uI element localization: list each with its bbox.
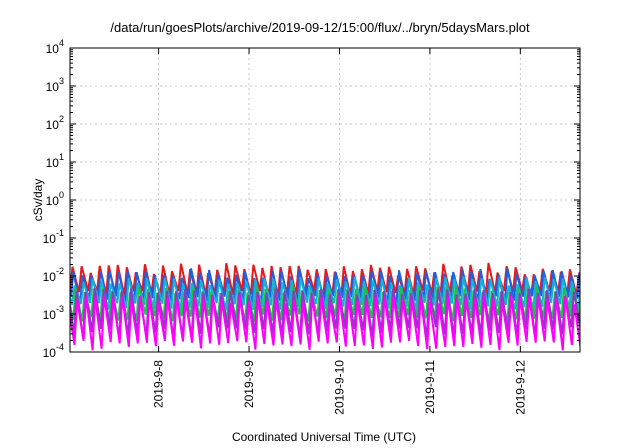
y-tick-label: 10-2 — [43, 266, 64, 284]
y-tick-base: 10 — [43, 270, 57, 284]
y-tick-label: 10-3 — [43, 304, 64, 322]
series-line-magenta — [70, 295, 580, 351]
x-tick-label: 2019-9-10 — [332, 360, 346, 415]
y-tick-exponent: -1 — [56, 228, 64, 238]
y-tick-label: 10-4 — [43, 342, 64, 360]
y-tick-exponent: 3 — [59, 76, 64, 86]
y-tick-label: 101 — [46, 152, 64, 170]
y-tick-base: 10 — [43, 346, 57, 360]
y-tick-label: 10-1 — [43, 228, 64, 246]
y-tick-base: 10 — [43, 232, 57, 246]
y-tick-exponent: 2 — [59, 114, 64, 124]
x-tick-label: 2019-9-8 — [152, 360, 166, 408]
x-tick-label: 2019-9-11 — [423, 360, 437, 414]
y-tick-exponent: -4 — [56, 342, 64, 352]
x-tick-label: 2019-9-12 — [513, 360, 527, 415]
y-tick-base: 10 — [46, 194, 60, 208]
y-tick-base: 10 — [43, 308, 57, 322]
y-tick-label: 104 — [46, 38, 64, 56]
y-tick-label: 100 — [46, 190, 64, 208]
y-tick-exponent: -2 — [56, 266, 64, 276]
series-layer — [70, 262, 580, 351]
series-line-cyan — [70, 276, 580, 312]
y-tick-exponent: 1 — [59, 152, 64, 162]
x-axis-title: Coordinated Universal Time (UTC) — [231, 430, 417, 444]
y-tick-base: 10 — [46, 118, 60, 132]
y-tick-exponent: -3 — [56, 304, 64, 314]
y-tick-base: 10 — [46, 42, 60, 56]
y-tick-label: 102 — [46, 114, 64, 132]
y-tick-exponent: 4 — [59, 38, 64, 48]
chart-title: /data/run/goesPlots/archive/2019-09-12/1… — [110, 20, 530, 35]
y-tick-base: 10 — [46, 80, 60, 94]
y-tick-exponent: 0 — [59, 190, 64, 200]
y-tick-label: 103 — [46, 76, 64, 94]
y-tick-base: 10 — [46, 156, 60, 170]
x-tick-label: 2019-9-9 — [242, 360, 256, 408]
